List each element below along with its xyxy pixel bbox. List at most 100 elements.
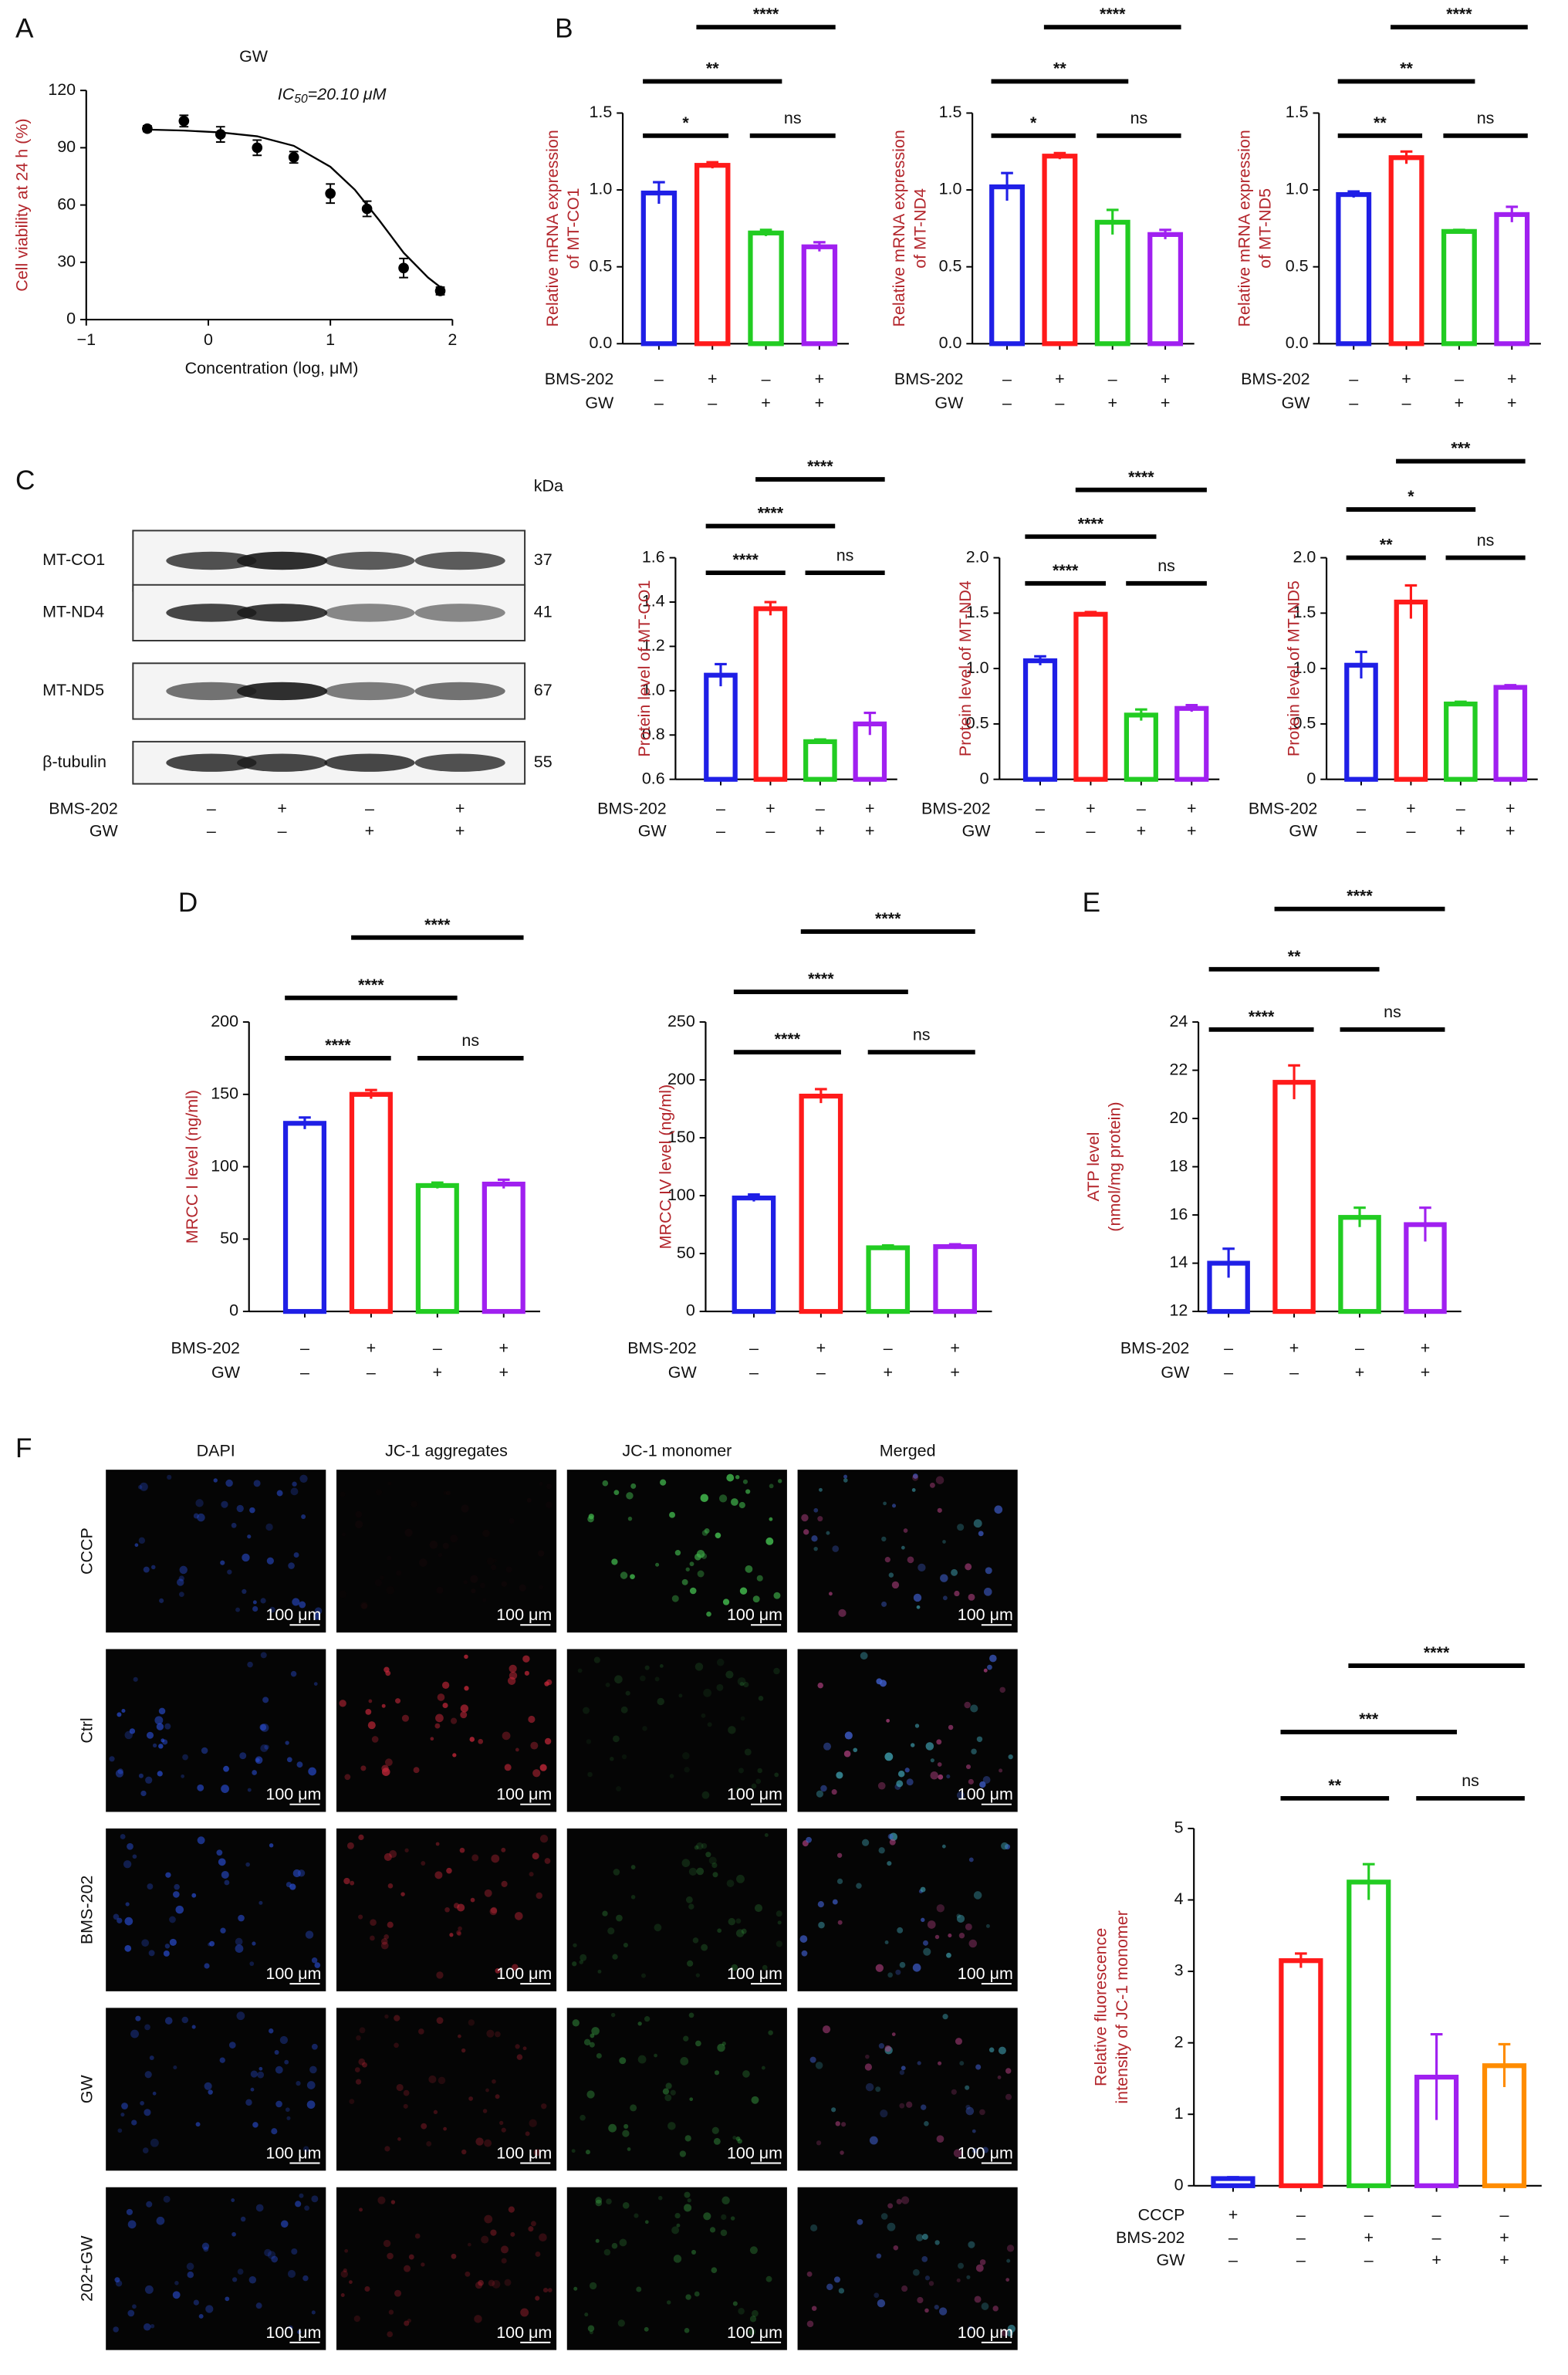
micrograph: 100 μm [797,1649,1018,1812]
cell [191,1893,197,1898]
cell [694,1663,704,1671]
row-label: CCCP [77,1528,96,1575]
significance-label: **** [875,909,901,928]
condition-sign: + [1055,370,1065,388]
cell [640,1675,646,1682]
column-label: JC-1 monomer [622,1441,732,1460]
cell [715,1532,721,1539]
condition-sign: – [1002,370,1012,388]
cell [899,2069,905,2076]
micrograph: 100 μm [566,2187,787,2350]
y-tick-label: 0.6 [642,769,665,787]
cell [917,1563,926,1572]
cell [132,2304,137,2309]
condition-sign: – [1500,2206,1509,2224]
cell [684,2327,690,2333]
micrograph: 100 μm [336,1649,557,1812]
cell [522,1655,530,1663]
cell [384,2014,389,2019]
cell [383,2239,391,2248]
cell [387,1482,391,1486]
cell [606,2198,612,2205]
cell [204,1963,210,1969]
cell [811,2306,817,2311]
bar [933,1243,977,1314]
cell [464,1686,469,1691]
condition-sign: + [1161,370,1171,388]
cell [458,2034,461,2038]
condition-sign: + [815,394,825,412]
cell [992,2306,999,2312]
cell [620,1571,628,1579]
y-tick-label: 1.5 [939,103,962,121]
y-tick-label: 22 [1170,1060,1188,1078]
micrograph: 100 μm [336,2008,557,2171]
cell [289,1883,296,1890]
cell [252,1941,256,1946]
cell [679,2150,687,2157]
scale-bar-label: 100 μm [496,1964,552,1983]
cell [255,2302,262,2309]
micrograph: 100 μm [797,1470,1018,1633]
cell [916,1605,921,1609]
cell [925,1742,934,1751]
micrograph-field [797,1470,1018,1633]
y-tick-label: 1.4 [642,592,665,611]
y-axis-label: Protein level of MT-ND5 [1285,580,1303,756]
cell [972,2129,976,2133]
cell [713,2137,721,2145]
y-axis-label: intensity of JC-1 monomer [1113,1910,1131,2104]
cell [127,2309,135,2317]
cell [255,2204,264,2212]
cell [457,1931,461,1937]
cell [469,1737,475,1742]
cell [736,1787,741,1792]
cell [608,2123,617,2133]
cell [275,2100,282,2108]
cell [630,2104,637,2112]
cell [726,1473,735,1482]
micrograph-field [797,1828,1018,1991]
condition-sign: + [455,822,465,841]
cell [344,2248,349,2253]
cell [955,2038,962,2045]
cell [572,1961,577,1967]
cell [313,1682,318,1686]
condition-sign: + [1421,1339,1431,1358]
cell [806,2320,814,2328]
cell [269,1606,275,1613]
y-tick-label: 1.5 [1286,103,1309,121]
cell [404,2265,411,2272]
condition-sign: – [762,370,771,388]
error-bar [1227,2176,1239,2180]
y-tick-label: 4 [1174,1890,1184,1908]
scale-bar-label: 100 μm [958,1964,1013,1983]
cell [291,2248,298,2255]
cell [968,1857,974,1862]
cell [864,2063,873,2071]
scale-bar-label: 100 μm [496,2323,552,2342]
cell [408,2254,414,2260]
cell [934,1934,940,1940]
cell [616,1914,623,1922]
cell [464,1654,468,1659]
error-bar [863,711,877,736]
cell [701,1530,708,1536]
cell [987,1664,992,1670]
cell [883,1501,887,1506]
cell [942,1595,948,1601]
cell [586,2090,595,2099]
condition-sign: + [708,370,718,388]
cell [221,1785,229,1793]
cell [186,2262,194,2271]
significance-label: **** [1100,5,1126,23]
error-bar [1053,151,1066,160]
condition-sign: – [1432,2228,1441,2247]
cell [236,1504,244,1513]
condition-label: GW [585,394,614,412]
bar [1494,211,1530,347]
cell [156,1723,164,1731]
cell [884,2045,891,2052]
cell [716,1658,725,1666]
cell [297,2329,302,2335]
